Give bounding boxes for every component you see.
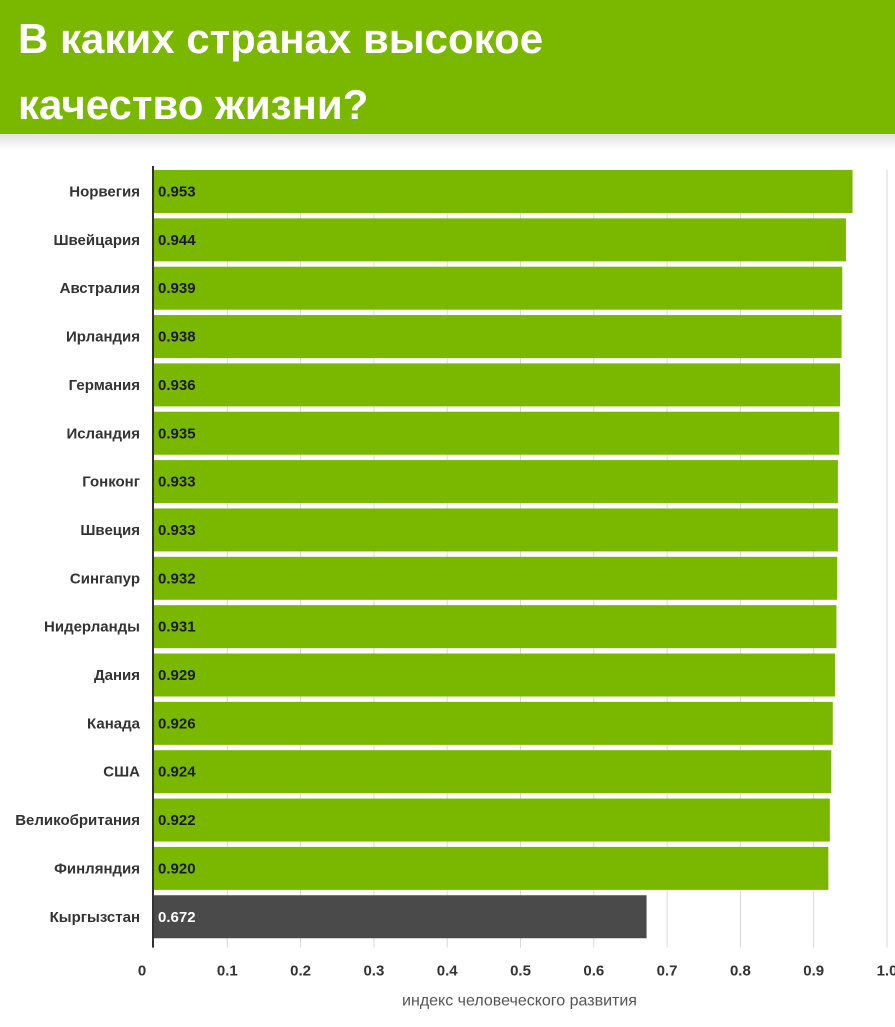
value-label: 0.953 [158,184,196,201]
category-label: Сингапур [70,570,140,587]
x-tick-label: 0.2 [290,963,311,980]
bar [154,218,846,262]
x-tick-label: 0.5 [510,963,531,980]
category-label: Германия [69,377,140,394]
value-label: 0.933 [158,474,196,491]
x-tick-label: 0.1 [217,963,238,980]
chart-title: В каких странах высокое качество жизни? [18,15,544,128]
value-label: 0.926 [158,715,196,732]
category-label: США [103,764,140,781]
category-label: Кыргызстан [50,909,140,926]
category-labels: Норвегия Швейцария Австралия Ирландия Герман… [15,184,140,926]
x-tick-label: 0.8 [730,963,751,980]
value-label: 0.922 [158,812,196,829]
bar [154,556,838,600]
value-label: 0.672 [158,909,196,926]
category-label: Швеция [80,522,140,539]
x-tick-labels: 0 0.1 0.2 0.3 0.4 0.5 0.6 0.7 0.8 0.9 1.0 [138,963,895,980]
x-tick-label: 0.7 [657,963,678,980]
x-axis-title: индекс человеческого развития [402,993,637,1010]
category-label: Великобритания [15,812,140,829]
value-label: 0.938 [158,329,196,346]
bar [154,411,840,455]
category-label: Нидерланды [44,619,140,636]
category-label: Дания [94,667,140,684]
category-label: Норвегия [69,184,140,201]
bar [154,363,841,407]
header-shadow [0,134,895,150]
bar [154,170,853,213]
category-label: Австралия [60,280,140,297]
category-label: Финляндия [54,860,140,877]
x-tick-label: 0.6 [583,963,604,980]
value-label: 0.920 [158,860,196,877]
category-label: Ирландия [66,329,140,346]
value-label: 0.924 [158,764,196,781]
chart-header: В каких странах высокое качество жизни? [0,0,895,134]
value-label: 0.939 [158,280,196,297]
x-tick-label: 0.9 [803,963,824,980]
category-label: Гонконг [82,474,140,491]
value-label: 0.933 [158,522,196,539]
x-tick-label: 0.4 [437,963,459,980]
bar [154,315,842,359]
bar [154,605,837,649]
category-label: Канада [87,715,141,732]
x-tick-label: 0.3 [363,963,384,980]
value-labels: 0.953 0.944 0.939 0.938 0.936 0.935 0.933 0.933… [158,184,196,926]
bar [154,460,838,504]
value-label: 0.935 [158,425,196,442]
bar [154,798,830,842]
bar-chart: Норвегия Швейцария Австралия Ирландия Герман… [15,166,895,1010]
category-label: Исландия [66,425,140,442]
bars [154,170,853,939]
bar [154,701,833,745]
value-label: 0.932 [158,570,196,587]
category-label: Швейцария [53,232,140,249]
x-tick-label: 1.0 [877,963,895,980]
bar [154,750,832,794]
bar [154,266,843,310]
x-tick-label: 0 [138,963,146,980]
value-label: 0.936 [158,377,196,394]
bar-highlight [154,895,647,939]
bar [154,653,835,697]
value-label: 0.929 [158,667,196,684]
bar [154,846,829,890]
value-label: 0.944 [158,232,196,249]
bar [154,508,838,552]
value-label: 0.931 [158,619,196,636]
